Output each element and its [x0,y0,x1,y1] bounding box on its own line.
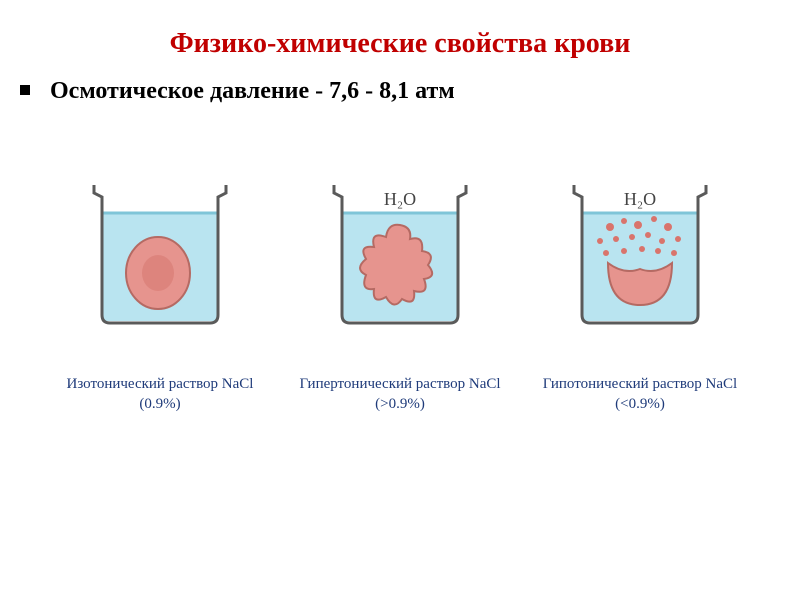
fragment [603,250,609,256]
beaker-hypotonic-svg: H₂O [560,155,720,335]
fragment [639,246,645,252]
fragment [659,238,665,244]
fragment [645,232,651,238]
beaker-isotonic [60,155,260,335]
bullet-marker [20,85,30,95]
fragment [613,236,619,242]
label-isotonic: Изотонический раствор NaCl (0.9%) [50,375,270,414]
h2o-label: H₂O [624,189,656,209]
labels-row: Изотонический раствор NaCl (0.9%) Гиперт… [0,355,800,414]
fragment [671,250,677,256]
fragment [606,223,614,231]
beaker-hypertonic-svg: H₂O [320,155,480,335]
beaker-isotonic-svg [80,155,240,335]
subtitle: Осмотическое давление - 7,6 - 8,1 атм [0,60,800,105]
fragment [634,221,642,229]
label-hypotonic: Гипотонический раствор NaCl (<0.9%) [530,375,750,414]
cell-isotonic-center [142,255,174,291]
h2o-label: H₂O [384,189,416,209]
fragment [597,238,603,244]
fragment [651,216,657,222]
fragment [664,223,672,231]
fragment [675,236,681,242]
beaker-hypertonic: H₂O [300,155,500,335]
fragment [621,218,627,224]
beakers-row: H₂O H₂O [0,105,800,355]
beaker-hypotonic: H₂O [540,155,740,335]
main-title: Физико-химические свойства крови [0,0,800,60]
fragment [655,248,661,254]
fragment [629,234,635,240]
label-hypertonic: Гипертонический раствор NaCl (>0.9%) [290,375,510,414]
fragment [621,248,627,254]
